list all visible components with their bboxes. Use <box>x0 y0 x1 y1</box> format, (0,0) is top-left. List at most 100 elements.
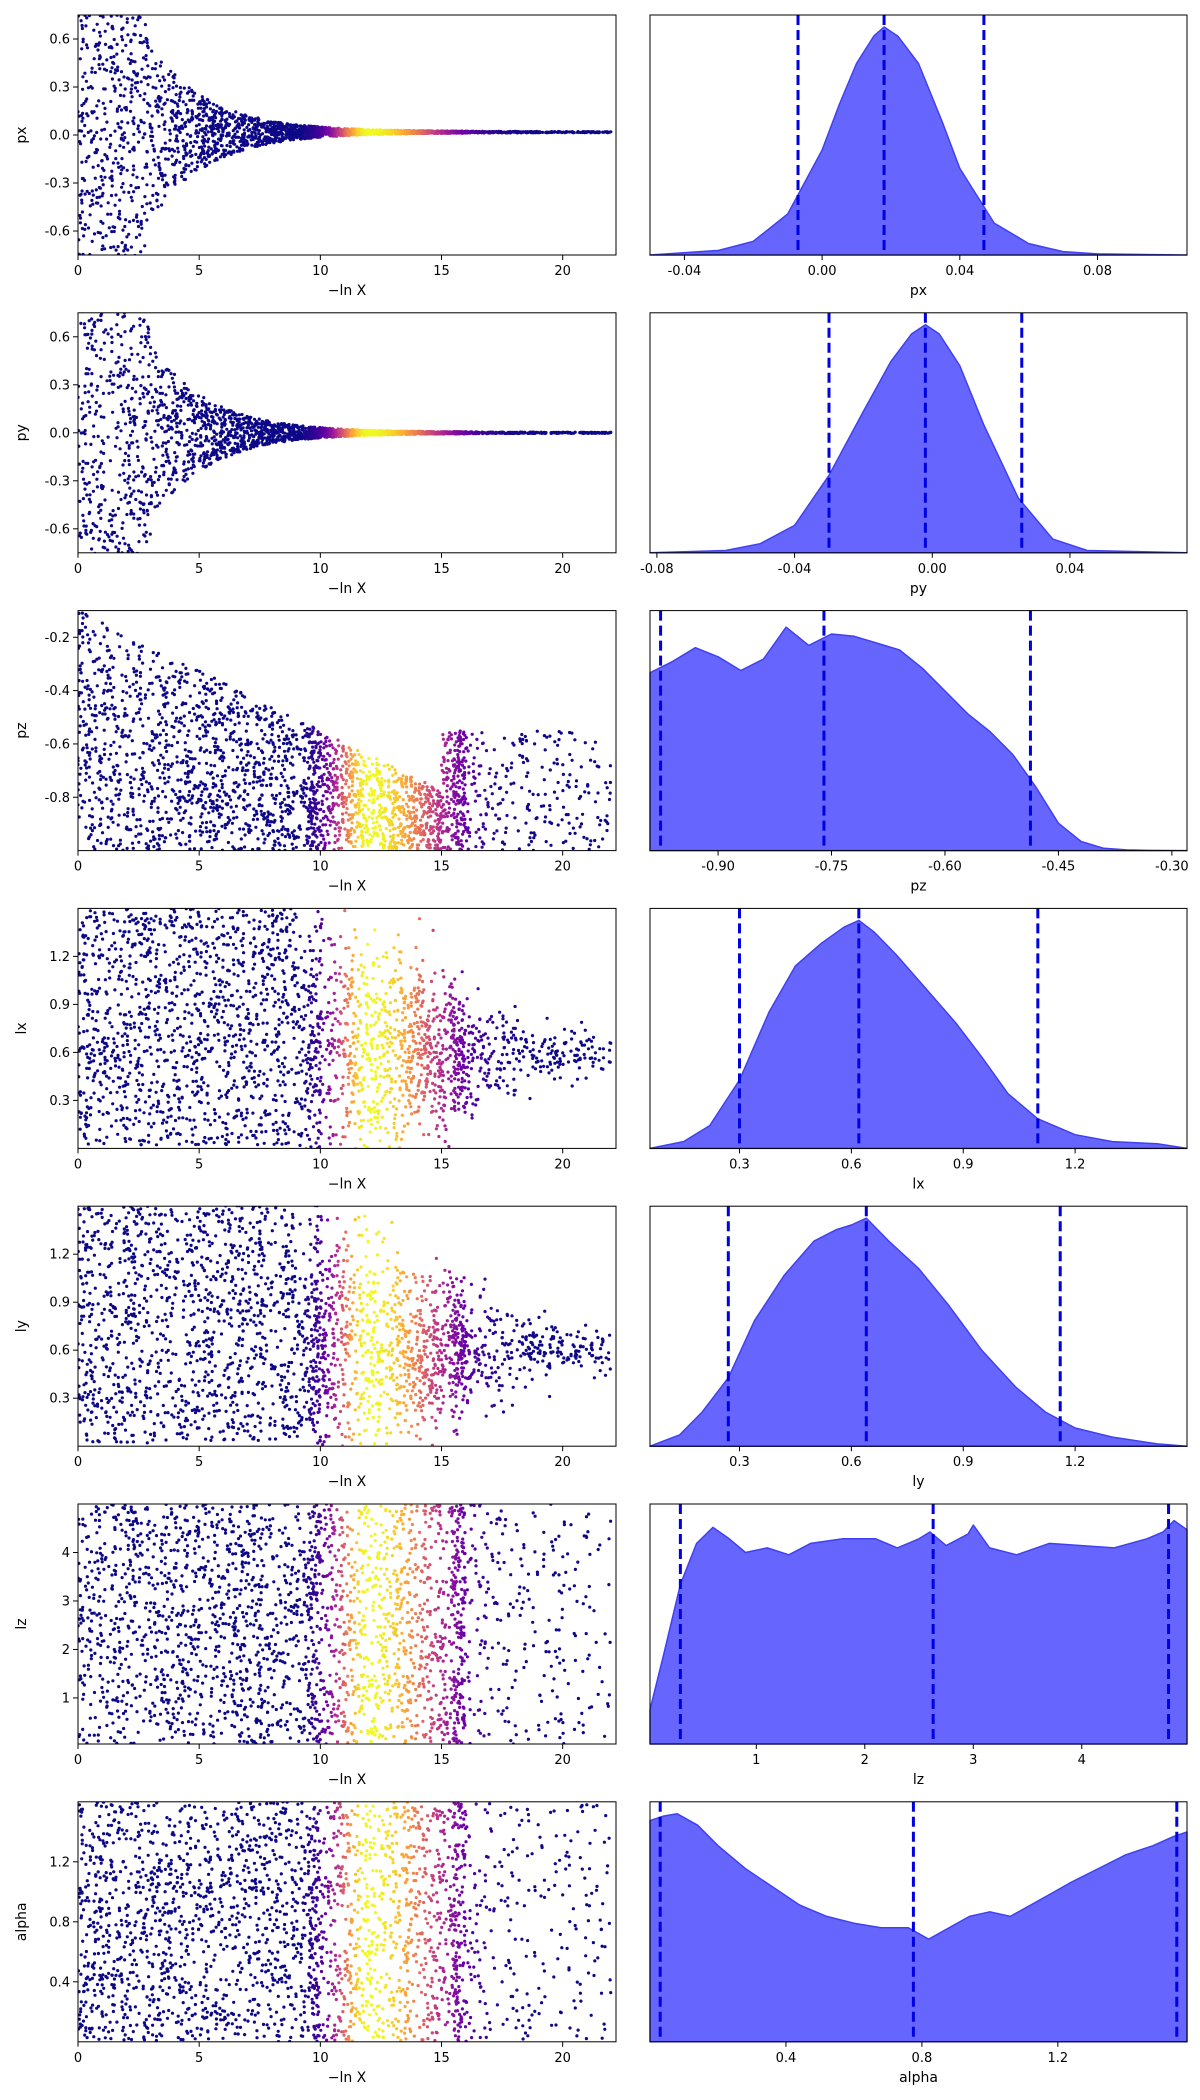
sample-point <box>168 138 172 142</box>
sample-point <box>279 422 283 426</box>
sample-point <box>210 442 214 446</box>
sample-point <box>260 440 264 444</box>
sample-point <box>90 138 94 142</box>
sample-point <box>269 129 273 133</box>
sample-point <box>181 478 185 482</box>
sample-point <box>110 177 114 181</box>
sample-point <box>212 126 216 131</box>
sample-point <box>334 430 339 435</box>
sample-point <box>242 128 246 132</box>
sample-point <box>84 79 88 83</box>
sample-point <box>128 220 132 224</box>
sample-point <box>152 400 156 404</box>
sample-point <box>220 422 224 426</box>
sample-point <box>195 116 199 120</box>
sample-point <box>215 127 219 131</box>
sample-point <box>196 394 201 398</box>
sample-point <box>536 130 540 134</box>
sample-point <box>153 351 157 355</box>
sample-point <box>311 426 315 430</box>
sample-point <box>234 110 238 114</box>
sample-point <box>497 431 501 435</box>
sample-point <box>240 443 244 447</box>
sample-point <box>141 136 145 140</box>
x-tick-label: 15 <box>433 264 450 279</box>
sample-point <box>114 248 118 252</box>
sample-point <box>197 155 201 159</box>
sample-point <box>324 126 328 130</box>
sample-point <box>147 374 151 379</box>
sample-point <box>254 128 258 132</box>
sample-point <box>103 106 107 110</box>
sample-point <box>88 410 92 414</box>
sample-point <box>166 424 170 428</box>
sample-point <box>357 132 361 136</box>
sample-point <box>186 109 190 113</box>
sample-point <box>386 128 390 132</box>
sample-point <box>174 416 179 420</box>
sample-point <box>223 125 227 129</box>
sample-point <box>179 404 183 408</box>
sample-point <box>85 112 89 116</box>
sample-point <box>203 162 207 166</box>
sample-point <box>216 149 220 153</box>
sample-point <box>189 466 194 470</box>
sample-point <box>184 472 188 476</box>
sample-point <box>120 133 124 137</box>
sample-point <box>325 435 329 439</box>
sample-point <box>449 129 453 133</box>
sample-point <box>138 317 142 321</box>
sample-point <box>256 425 260 429</box>
sample-point <box>150 207 154 211</box>
sample-point <box>182 86 186 90</box>
sample-point <box>203 439 207 443</box>
sample-point <box>230 453 234 457</box>
sample-point <box>140 41 144 45</box>
sample-point <box>121 407 125 411</box>
sample-point <box>309 124 313 128</box>
sample-point <box>146 341 150 345</box>
sample-point <box>246 439 250 443</box>
sample-point <box>154 366 158 370</box>
sample-point <box>544 431 548 435</box>
sample-point <box>136 517 140 521</box>
sample-point <box>397 130 401 134</box>
sample-point <box>150 395 154 399</box>
sample-point <box>136 352 140 356</box>
sample-point <box>211 124 215 128</box>
sample-point <box>175 134 179 138</box>
sample-point <box>235 130 239 134</box>
sample-point <box>146 477 151 481</box>
sample-point <box>242 446 246 450</box>
sample-point <box>123 542 127 546</box>
sample-point <box>148 172 152 176</box>
sample-point <box>277 139 281 143</box>
sample-point <box>295 125 299 129</box>
sample-point <box>78 238 81 242</box>
sample-point <box>419 130 423 134</box>
sample-point <box>106 332 110 336</box>
sample-point <box>98 67 102 71</box>
sample-point <box>196 106 200 110</box>
sample-point <box>92 232 97 236</box>
sample-point <box>149 478 153 482</box>
sample-point <box>117 212 122 216</box>
sample-point <box>138 507 142 511</box>
sample-point <box>335 127 339 131</box>
sample-point <box>253 123 258 127</box>
sample-point <box>183 177 187 182</box>
sample-point <box>167 483 171 487</box>
sample-point <box>95 477 99 481</box>
sample-point <box>205 453 209 457</box>
sample-point <box>252 130 256 134</box>
sample-point <box>134 186 138 190</box>
sample-point <box>225 427 229 431</box>
sample-point <box>127 446 131 450</box>
sample-point <box>312 133 316 138</box>
sample-point <box>316 127 320 131</box>
sample-point <box>284 136 288 140</box>
sample-point <box>130 95 134 99</box>
sample-point <box>168 128 172 132</box>
sample-point <box>273 136 277 140</box>
